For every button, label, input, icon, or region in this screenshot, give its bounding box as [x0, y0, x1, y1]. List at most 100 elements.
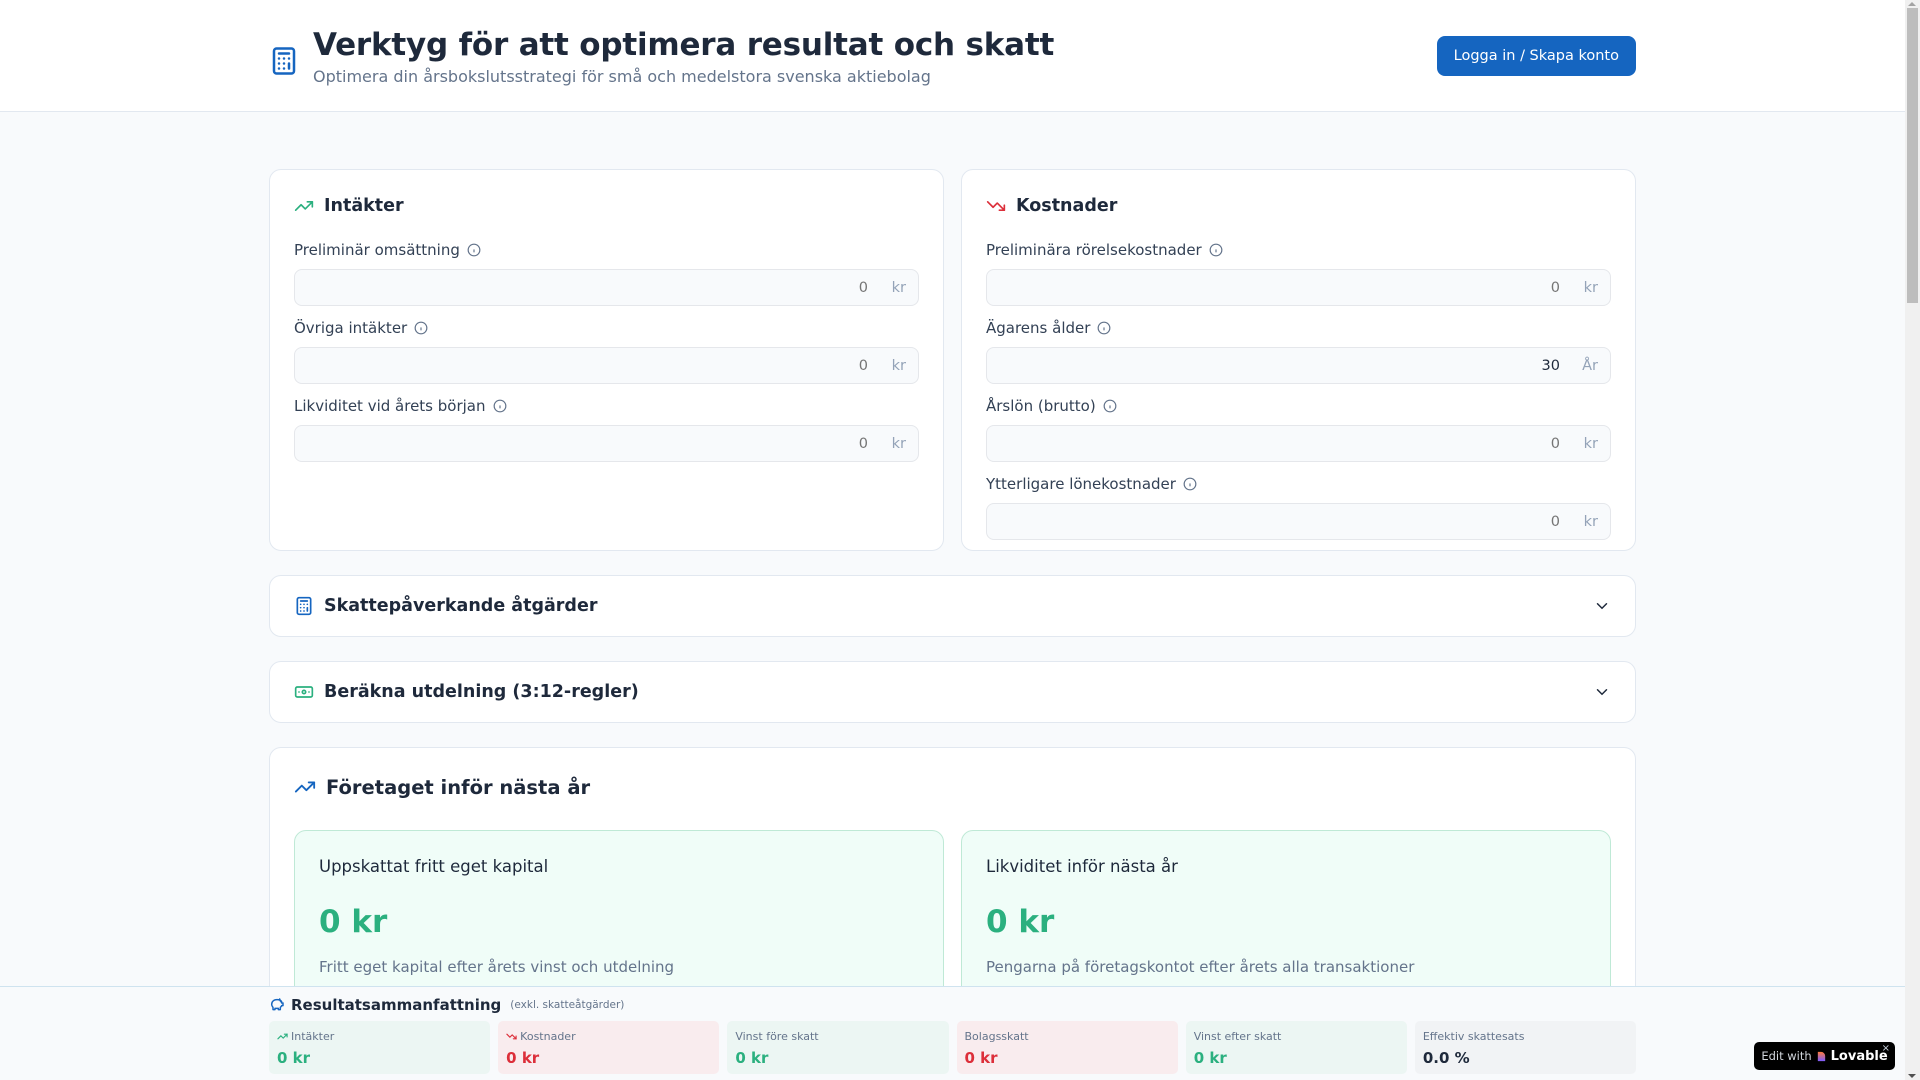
unit-label: kr [891, 435, 906, 452]
equity-value: 0 kr [319, 904, 388, 940]
info-icon[interactable] [1209, 243, 1223, 257]
next-year-title: Företaget inför nästa år [326, 775, 591, 799]
info-icon[interactable] [467, 243, 481, 257]
badge-brand: Lovable [1830, 1048, 1888, 1064]
summary-value: 0 kr [277, 1049, 311, 1067]
field-extra-salary-costs: Ytterligare lönekostnader kr [986, 474, 1611, 540]
field-label: Preliminär omsättning [294, 241, 460, 259]
summary-profit-before-tax: Vinst före skatt 0 kr [727, 1021, 949, 1074]
piggy-bank-icon [270, 998, 284, 1011]
equity-label: Uppskattat fritt eget kapital [319, 857, 549, 876]
liquidity-start-input[interactable] [295, 426, 918, 461]
chevron-down-icon[interactable] [1593, 683, 1611, 701]
summary-label: Effektiv skattesats [1422, 1029, 1525, 1043]
field-other-income: Övriga intäkter kr [294, 318, 919, 384]
scroll-down-arrow-icon[interactable] [1908, 1074, 1916, 1078]
unit-label: År [1582, 357, 1598, 374]
calculator-icon [296, 596, 312, 616]
field-liquidity-start: Likviditet vid årets början kr [294, 396, 919, 462]
lovable-logo-icon [1817, 1051, 1825, 1061]
summary-label: Bolagsskatt [964, 1029, 1029, 1043]
summary-label: Intäkter [291, 1029, 335, 1043]
field-label: Likviditet vid årets början [294, 397, 486, 415]
summary-income: Intäkter 0 kr [269, 1021, 491, 1074]
field-label: Övriga intäkter [294, 319, 408, 337]
chevron-down-icon[interactable] [1593, 597, 1611, 615]
dividend-accordion[interactable]: Beräkna utdelning (3:12-regler) [269, 661, 1636, 723]
info-icon[interactable] [414, 321, 428, 335]
page-title: Verktyg för att optimera resultat och sk… [313, 26, 1055, 63]
info-icon[interactable] [493, 399, 507, 413]
income-title: Intäkter [324, 196, 404, 216]
calculator-icon [272, 47, 296, 75]
main-content: Intäkter Preliminär omsättning kr Övriga… [269, 169, 1636, 1047]
trending-up-icon [294, 781, 316, 793]
unit-label: kr [1583, 435, 1598, 452]
banknote-icon [294, 686, 314, 698]
tax-measures-title: Skattepåverkande åtgärder [324, 596, 598, 616]
owner-age-input[interactable] [987, 348, 1610, 383]
page-subtitle: Optimera din årsbokslutsstrategi för små… [313, 66, 931, 86]
badge-prefix: Edit with [1761, 1049, 1812, 1063]
field-owner-age: Ägarens ålder År [986, 318, 1611, 384]
field-label: Ägarens ålder [986, 319, 1091, 337]
summary-value: 0.0 % [1422, 1049, 1470, 1067]
summary-label: Vinst före skatt [735, 1029, 819, 1043]
liquidity-value: 0 kr [986, 904, 1055, 940]
field-revenue: Preliminär omsättning kr [294, 240, 919, 306]
info-icon[interactable] [1103, 399, 1117, 413]
liquidity-card: Likviditet inför nästa år 0 kr Pengarna … [961, 830, 1611, 1010]
tax-measures-accordion[interactable]: Skattepåverkande åtgärder [269, 575, 1636, 637]
unit-label: kr [891, 279, 906, 296]
unit-label: kr [1583, 279, 1598, 296]
scroll-up-arrow-icon[interactable] [1908, 2, 1916, 6]
dividend-title: Beräkna utdelning (3:12-regler) [324, 682, 639, 702]
summary-value: 0 kr [1193, 1049, 1227, 1067]
other-income-input[interactable] [295, 348, 918, 383]
summary-label: Kostnader [520, 1029, 576, 1043]
info-icon[interactable] [1183, 477, 1197, 491]
close-icon[interactable]: × [1881, 1043, 1890, 1054]
summary-title: Resultatsammanfattning [291, 996, 502, 1014]
summary-corporate-tax: Bolagsskatt 0 kr [956, 1021, 1178, 1074]
summary-costs: Kostnader 0 kr [498, 1021, 720, 1074]
unit-label: kr [891, 357, 906, 374]
result-summary-bar: Resultatsammanfattning (exkl. skatteåtgä… [0, 986, 1905, 1080]
edit-with-lovable-badge[interactable]: Edit with Lovable × [1754, 1042, 1895, 1070]
summary-value: 0 kr [506, 1049, 540, 1067]
field-label: Preliminära rörelsekostnader [986, 241, 1202, 259]
summary-note: (exkl. skatteåtgärder) [510, 999, 625, 1011]
summary-value: 0 kr [735, 1049, 769, 1067]
header: Verktyg för att optimera resultat och sk… [0, 0, 1905, 112]
summary-label: Vinst efter skatt [1193, 1029, 1282, 1043]
trending-down-icon [986, 201, 1006, 211]
field-annual-salary: Årslön (brutto) kr [986, 396, 1611, 462]
field-label: Årslön (brutto) [986, 397, 1096, 415]
annual-salary-input[interactable] [987, 426, 1610, 461]
trending-down-icon [506, 1033, 517, 1039]
scrollbar-thumb[interactable] [1907, 8, 1918, 303]
liquidity-desc: Pengarna på företagskontot efter årets a… [986, 958, 1415, 976]
income-panel: Intäkter Preliminär omsättning kr Övriga… [269, 169, 944, 551]
equity-desc: Fritt eget kapital efter årets vinst och… [319, 958, 675, 976]
login-button[interactable]: Logga in / Skapa konto [1436, 36, 1636, 76]
unit-label: kr [1583, 513, 1598, 530]
trending-up-icon [277, 1033, 288, 1039]
revenue-input[interactable] [295, 270, 918, 305]
field-operating-costs: Preliminära rörelsekostnader kr [986, 240, 1611, 306]
summary-effective-tax-rate: Effektiv skattesats 0.0 % [1414, 1021, 1637, 1074]
trending-up-icon [294, 201, 314, 211]
liquidity-label: Likviditet inför nästa år [986, 857, 1178, 876]
field-label: Ytterligare lönekostnader [986, 475, 1176, 493]
costs-title: Kostnader [1016, 196, 1118, 216]
vertical-scrollbar[interactable] [1905, 0, 1920, 1080]
equity-card: Uppskattat fritt eget kapital 0 kr Fritt… [294, 830, 944, 1010]
operating-costs-input[interactable] [987, 270, 1610, 305]
info-icon[interactable] [1097, 321, 1111, 335]
brand: Verktyg för att optimera resultat och sk… [269, 27, 1054, 86]
extra-salary-costs-input[interactable] [987, 504, 1610, 539]
summary-value: 0 kr [964, 1049, 998, 1067]
costs-panel: Kostnader Preliminära rörelsekostnader k… [961, 169, 1636, 551]
summary-profit-after-tax: Vinst efter skatt 0 kr [1185, 1021, 1407, 1074]
